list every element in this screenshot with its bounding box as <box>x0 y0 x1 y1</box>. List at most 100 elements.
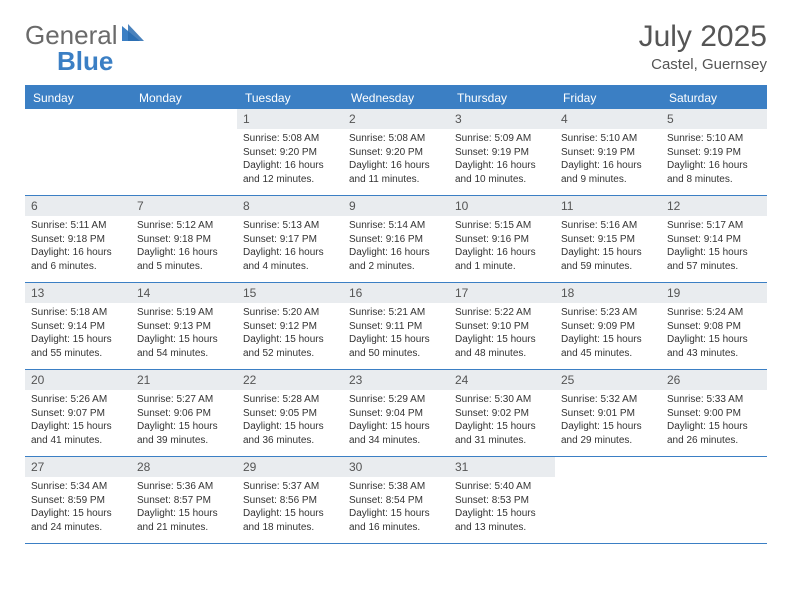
day-number: 8 <box>237 196 343 216</box>
sunset-text: Sunset: 9:10 PM <box>455 320 549 334</box>
day-detail: Sunrise: 5:10 AMSunset: 9:19 PMDaylight:… <box>555 129 661 192</box>
sunrise-text: Sunrise: 5:24 AM <box>667 306 761 320</box>
day-detail: Sunrise: 5:13 AMSunset: 9:17 PMDaylight:… <box>237 216 343 279</box>
day-detail: Sunrise: 5:40 AMSunset: 8:53 PMDaylight:… <box>449 477 555 540</box>
sunrise-text: Sunrise: 5:14 AM <box>349 219 443 233</box>
day-cell: 10Sunrise: 5:15 AMSunset: 9:16 PMDayligh… <box>449 196 555 282</box>
day-number: 20 <box>25 370 131 390</box>
day-cell: 25Sunrise: 5:32 AMSunset: 9:01 PMDayligh… <box>555 370 661 456</box>
day-cell: . <box>131 109 237 195</box>
day-number: 31 <box>449 457 555 477</box>
day-detail: Sunrise: 5:18 AMSunset: 9:14 PMDaylight:… <box>25 303 131 366</box>
day-cell: 29Sunrise: 5:37 AMSunset: 8:56 PMDayligh… <box>237 457 343 543</box>
sunrise-text: Sunrise: 5:10 AM <box>561 132 655 146</box>
day-number: 14 <box>131 283 237 303</box>
day-detail: Sunrise: 5:24 AMSunset: 9:08 PMDaylight:… <box>661 303 767 366</box>
day-number: 24 <box>449 370 555 390</box>
month-title: July 2025 <box>639 20 767 54</box>
sunrise-text: Sunrise: 5:21 AM <box>349 306 443 320</box>
page-header: General Blue July 2025 Castel, Guernsey <box>25 20 767 73</box>
day-cell: 30Sunrise: 5:38 AMSunset: 8:54 PMDayligh… <box>343 457 449 543</box>
day-detail: Sunrise: 5:08 AMSunset: 9:20 PMDaylight:… <box>343 129 449 192</box>
daylight-text: Daylight: 15 hours and 43 minutes. <box>667 333 761 360</box>
sunset-text: Sunset: 9:12 PM <box>243 320 337 334</box>
sunrise-text: Sunrise: 5:26 AM <box>31 393 125 407</box>
day-number: 12 <box>661 196 767 216</box>
day-cell: 12Sunrise: 5:17 AMSunset: 9:14 PMDayligh… <box>661 196 767 282</box>
day-cell: 3Sunrise: 5:09 AMSunset: 9:19 PMDaylight… <box>449 109 555 195</box>
sunrise-text: Sunrise: 5:10 AM <box>667 132 761 146</box>
sunset-text: Sunset: 9:19 PM <box>455 146 549 160</box>
day-number: 29 <box>237 457 343 477</box>
daylight-text: Daylight: 15 hours and 21 minutes. <box>137 507 231 534</box>
daylight-text: Daylight: 16 hours and 6 minutes. <box>31 246 125 273</box>
sunrise-text: Sunrise: 5:13 AM <box>243 219 337 233</box>
daylight-text: Daylight: 16 hours and 8 minutes. <box>667 159 761 186</box>
sunset-text: Sunset: 9:14 PM <box>31 320 125 334</box>
day-detail: Sunrise: 5:20 AMSunset: 9:12 PMDaylight:… <box>237 303 343 366</box>
daylight-text: Daylight: 15 hours and 36 minutes. <box>243 420 337 447</box>
sunset-text: Sunset: 8:54 PM <box>349 494 443 508</box>
day-number: 28 <box>131 457 237 477</box>
day-cell: 14Sunrise: 5:19 AMSunset: 9:13 PMDayligh… <box>131 283 237 369</box>
day-detail: Sunrise: 5:17 AMSunset: 9:14 PMDaylight:… <box>661 216 767 279</box>
sunrise-text: Sunrise: 5:38 AM <box>349 480 443 494</box>
day-cell: 16Sunrise: 5:21 AMSunset: 9:11 PMDayligh… <box>343 283 449 369</box>
day-detail: Sunrise: 5:28 AMSunset: 9:05 PMDaylight:… <box>237 390 343 453</box>
day-number: 27 <box>25 457 131 477</box>
daylight-text: Daylight: 15 hours and 34 minutes. <box>349 420 443 447</box>
day-cell: 17Sunrise: 5:22 AMSunset: 9:10 PMDayligh… <box>449 283 555 369</box>
daylight-text: Daylight: 16 hours and 12 minutes. <box>243 159 337 186</box>
day-detail: Sunrise: 5:23 AMSunset: 9:09 PMDaylight:… <box>555 303 661 366</box>
sunrise-text: Sunrise: 5:29 AM <box>349 393 443 407</box>
daylight-text: Daylight: 16 hours and 11 minutes. <box>349 159 443 186</box>
sunset-text: Sunset: 9:18 PM <box>137 233 231 247</box>
sunrise-text: Sunrise: 5:09 AM <box>455 132 549 146</box>
day-number: 15 <box>237 283 343 303</box>
day-detail: Sunrise: 5:11 AMSunset: 9:18 PMDaylight:… <box>25 216 131 279</box>
day-cell: 21Sunrise: 5:27 AMSunset: 9:06 PMDayligh… <box>131 370 237 456</box>
day-cell: 2Sunrise: 5:08 AMSunset: 9:20 PMDaylight… <box>343 109 449 195</box>
sunset-text: Sunset: 9:11 PM <box>349 320 443 334</box>
day-cell: 31Sunrise: 5:40 AMSunset: 8:53 PMDayligh… <box>449 457 555 543</box>
day-detail: Sunrise: 5:38 AMSunset: 8:54 PMDaylight:… <box>343 477 449 540</box>
day-detail: Sunrise: 5:37 AMSunset: 8:56 PMDaylight:… <box>237 477 343 540</box>
day-cell: 27Sunrise: 5:34 AMSunset: 8:59 PMDayligh… <box>25 457 131 543</box>
day-detail: Sunrise: 5:33 AMSunset: 9:00 PMDaylight:… <box>661 390 767 453</box>
day-cell: 22Sunrise: 5:28 AMSunset: 9:05 PMDayligh… <box>237 370 343 456</box>
sunset-text: Sunset: 9:01 PM <box>561 407 655 421</box>
day-number: 16 <box>343 283 449 303</box>
week-row: 13Sunrise: 5:18 AMSunset: 9:14 PMDayligh… <box>25 283 767 370</box>
day-detail: Sunrise: 5:19 AMSunset: 9:13 PMDaylight:… <box>131 303 237 366</box>
day-cell: . <box>555 457 661 543</box>
day-detail: Sunrise: 5:21 AMSunset: 9:11 PMDaylight:… <box>343 303 449 366</box>
sunrise-text: Sunrise: 5:22 AM <box>455 306 549 320</box>
daylight-text: Daylight: 15 hours and 39 minutes. <box>137 420 231 447</box>
sunrise-text: Sunrise: 5:16 AM <box>561 219 655 233</box>
day-detail: Sunrise: 5:32 AMSunset: 9:01 PMDaylight:… <box>555 390 661 453</box>
day-cell: 26Sunrise: 5:33 AMSunset: 9:00 PMDayligh… <box>661 370 767 456</box>
day-number: 21 <box>131 370 237 390</box>
daylight-text: Daylight: 15 hours and 57 minutes. <box>667 246 761 273</box>
day-number: 9 <box>343 196 449 216</box>
sunset-text: Sunset: 9:02 PM <box>455 407 549 421</box>
day-cell: 18Sunrise: 5:23 AMSunset: 9:09 PMDayligh… <box>555 283 661 369</box>
daylight-text: Daylight: 15 hours and 59 minutes. <box>561 246 655 273</box>
day-cell: 23Sunrise: 5:29 AMSunset: 9:04 PMDayligh… <box>343 370 449 456</box>
sunset-text: Sunset: 9:13 PM <box>137 320 231 334</box>
sunrise-text: Sunrise: 5:08 AM <box>243 132 337 146</box>
dayheader-wednesday: Wednesday <box>343 87 449 109</box>
daylight-text: Daylight: 15 hours and 55 minutes. <box>31 333 125 360</box>
sunset-text: Sunset: 9:19 PM <box>561 146 655 160</box>
sunset-text: Sunset: 8:53 PM <box>455 494 549 508</box>
daylight-text: Daylight: 15 hours and 18 minutes. <box>243 507 337 534</box>
sunset-text: Sunset: 9:19 PM <box>667 146 761 160</box>
day-cell: 9Sunrise: 5:14 AMSunset: 9:16 PMDaylight… <box>343 196 449 282</box>
sunset-text: Sunset: 9:20 PM <box>349 146 443 160</box>
dayheader-friday: Friday <box>555 87 661 109</box>
sunset-text: Sunset: 9:06 PM <box>137 407 231 421</box>
day-cell: 24Sunrise: 5:30 AMSunset: 9:02 PMDayligh… <box>449 370 555 456</box>
day-detail: Sunrise: 5:12 AMSunset: 9:18 PMDaylight:… <box>131 216 237 279</box>
day-number: 13 <box>25 283 131 303</box>
day-detail: Sunrise: 5:27 AMSunset: 9:06 PMDaylight:… <box>131 390 237 453</box>
